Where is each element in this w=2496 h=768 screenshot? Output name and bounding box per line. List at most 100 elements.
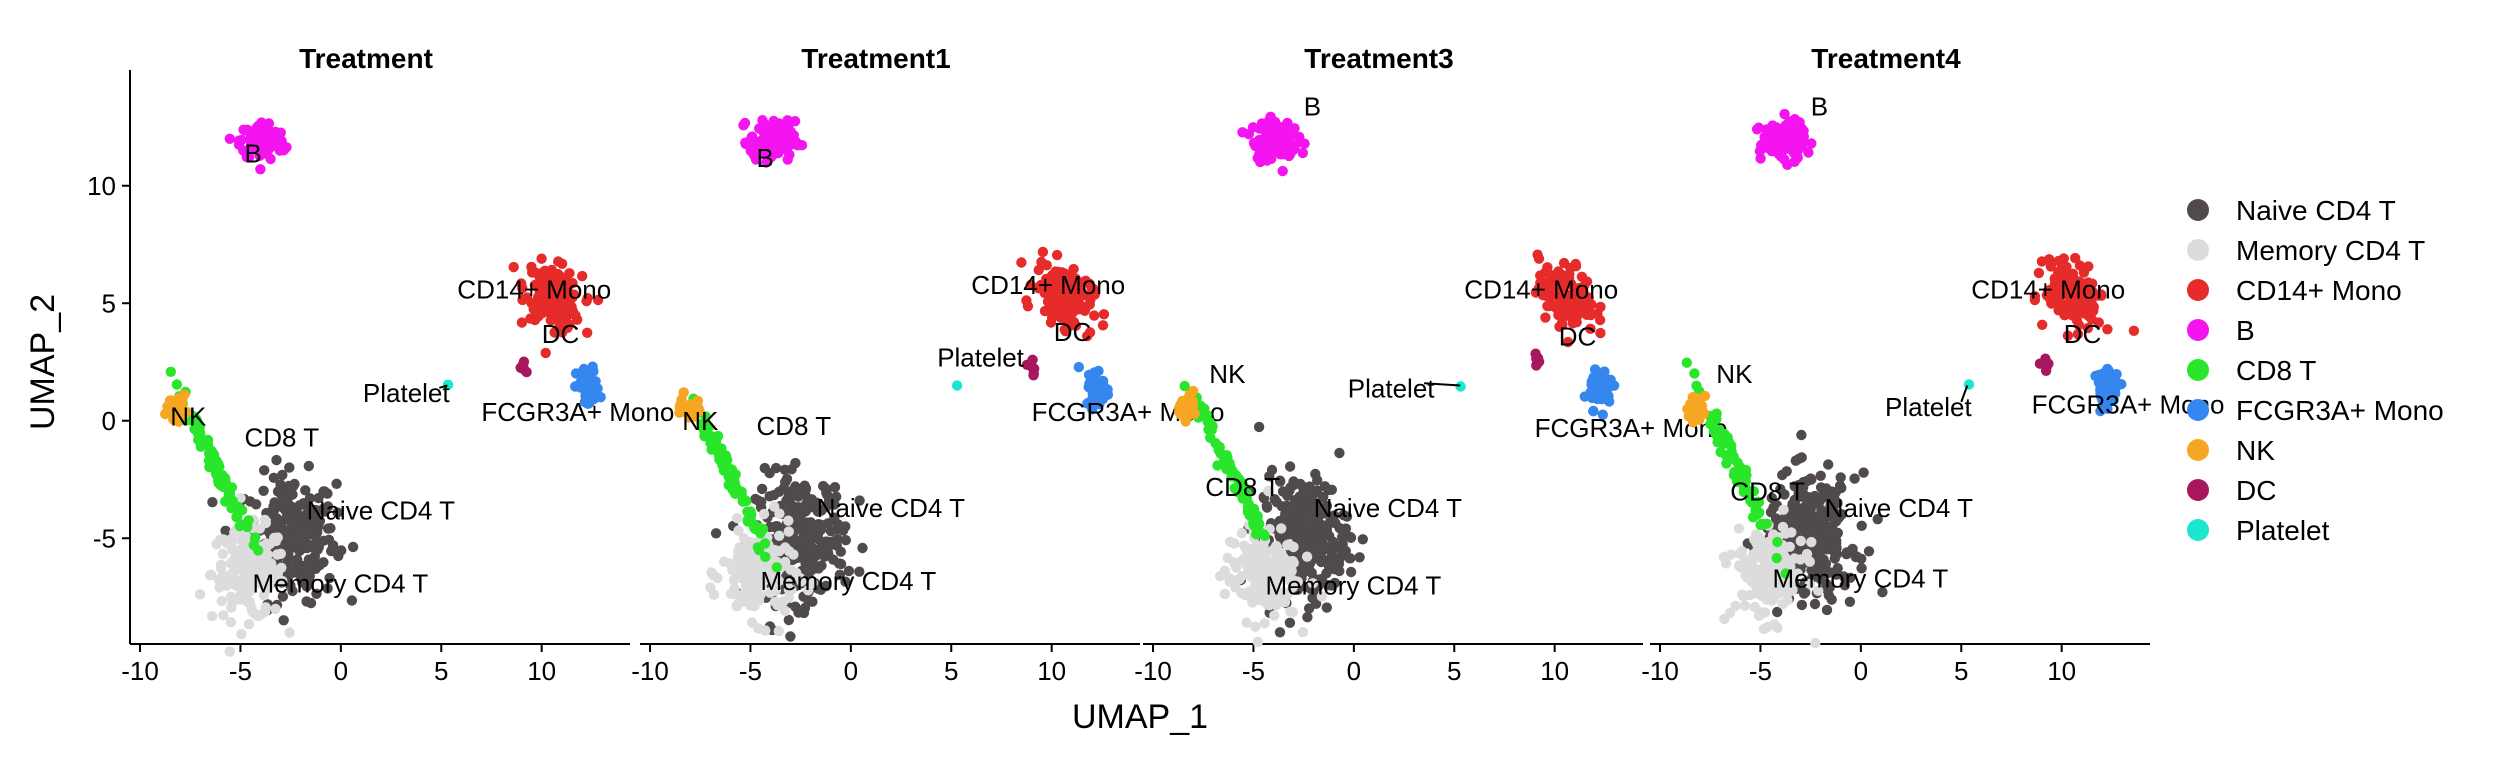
point-b — [1237, 127, 1248, 138]
point-memory-cd4-t — [1224, 536, 1236, 547]
point-naive-cd4-t — [289, 478, 300, 490]
point-memory-cd4-t — [732, 512, 743, 524]
point-platelet — [951, 380, 963, 391]
point-naive-cd4-t — [1321, 525, 1333, 537]
cluster-label: CD14+ Mono — [1464, 275, 1618, 305]
point-naive-cd4-t — [1830, 529, 1841, 540]
point-cd14-mono — [1084, 299, 1095, 310]
point-memory-cd4-t — [228, 554, 240, 565]
point-cd14-mono — [582, 327, 593, 338]
cluster-label: Naive CD4 T — [1825, 493, 1973, 523]
legend-label: CD8 T — [2236, 355, 2316, 386]
point-memory-cd4-t — [243, 619, 255, 630]
point-memory-cd4-t — [1246, 592, 1257, 603]
point-b — [267, 131, 278, 142]
point-memory-cd4-t — [236, 534, 247, 546]
cluster-label: Memory CD4 T — [253, 568, 429, 598]
legend-label: Memory CD4 T — [2236, 235, 2425, 266]
point-naive-cd4-t — [764, 491, 775, 502]
legend-item: FCGR3A+ Mono — [2187, 395, 2444, 426]
point-naive-cd4-t — [322, 583, 333, 594]
y-tick-label: 10 — [87, 171, 116, 201]
point-b — [1784, 116, 1795, 127]
point-naive-cd4-t — [268, 509, 279, 520]
point-b — [1803, 147, 1814, 158]
point-b — [740, 137, 751, 148]
point-memory-cd4-t — [1251, 542, 1263, 553]
point-cd14-mono — [1097, 320, 1109, 331]
point-cd8-t — [224, 488, 236, 499]
point-memory-cd4-t — [1222, 552, 1233, 564]
x-tick-label: 5 — [1954, 656, 1968, 686]
point-naive-cd4-t — [808, 559, 819, 570]
point-memory-cd4-t — [728, 574, 740, 586]
point-memory-cd4-t — [780, 605, 791, 617]
point-memory-cd4-t — [240, 576, 251, 587]
point-cd14-mono — [547, 287, 558, 298]
point-cd14-mono — [534, 272, 546, 283]
point-cd14-mono — [567, 292, 578, 303]
point-naive-cd4-t — [1805, 507, 1816, 519]
point-memory-cd4-t — [247, 606, 258, 617]
point-cd14-mono — [1542, 262, 1553, 273]
legend-item: Naive CD4 T — [2187, 195, 2396, 226]
point-memory-cd4-t — [216, 595, 227, 607]
point-cd8-t — [191, 422, 202, 434]
point-naive-cd4-t — [278, 615, 289, 626]
point-cd14-mono — [1051, 249, 1063, 261]
point-naive-cd4-t — [756, 483, 768, 495]
point-naive-cd4-t — [1796, 429, 1807, 441]
point-cd14-mono — [1022, 301, 1034, 312]
point-cd14-mono — [1039, 305, 1051, 317]
point-cd14-mono — [508, 261, 519, 273]
point-cd14-mono — [556, 310, 567, 321]
point-b — [1254, 149, 1265, 160]
legend-label: DC — [2236, 475, 2276, 506]
point-cd8-t — [717, 452, 728, 463]
cluster-label: B — [245, 138, 262, 168]
point-fcgr3a-mono — [1604, 396, 1615, 407]
cluster-label: Platelet — [363, 378, 450, 408]
point-memory-cd4-t — [1777, 521, 1789, 533]
point-naive-cd4-t — [305, 597, 317, 609]
point-memory-cd4-t — [731, 589, 742, 600]
point-cd14-mono — [1082, 330, 1093, 342]
point-memory-cd4-t — [1269, 610, 1280, 621]
cluster-label: Naive CD4 T — [1314, 493, 1462, 523]
point-cd8-t — [1718, 436, 1730, 447]
point-b — [1294, 131, 1305, 143]
point-naive-cd4-t — [271, 454, 282, 466]
point-cd8-t — [752, 542, 764, 553]
point-naive-cd4-t — [292, 563, 303, 575]
point-naive-cd4-t — [1284, 461, 1296, 472]
point-cd8-t — [232, 511, 243, 522]
cluster-label: CD14+ Mono — [1971, 275, 2125, 305]
cluster-label: CD8 T — [1205, 472, 1280, 502]
point-b — [1254, 123, 1265, 134]
point-naive-cd4-t — [292, 554, 303, 565]
point-memory-cd4-t — [760, 625, 771, 636]
point-naive-cd4-t — [1321, 602, 1333, 613]
point-memory-cd4-t — [1748, 551, 1759, 563]
point-memory-cd4-t — [226, 602, 237, 613]
point-naive-cd4-t — [1821, 604, 1833, 616]
cluster-label: B — [757, 143, 774, 173]
point-cd14-mono — [2036, 256, 2048, 267]
point-cd14-mono — [1060, 326, 1071, 337]
x-tick-label: 10 — [2047, 656, 2076, 686]
legend-swatch — [2187, 479, 2209, 501]
cluster-label: CD8 T — [1730, 477, 1805, 507]
x-tick-label: -10 — [121, 656, 159, 686]
point-naive-cd4-t — [303, 460, 314, 472]
panel-treatment1: Treatment1 -10 -5 0 5 10 B CD14+ Mono DC Platelet… — [631, 43, 1224, 686]
point-memory-cd4-t — [738, 533, 750, 544]
point-naive-cd4-t — [269, 497, 280, 508]
x-tick-label: 10 — [1037, 656, 1066, 686]
point-cd14-mono — [2088, 305, 2099, 317]
cluster-label: Platelet — [1348, 373, 1435, 403]
point-memory-cd4-t — [783, 526, 794, 537]
point-naive-cd4-t — [318, 486, 329, 497]
cluster-label: CD14+ Mono — [457, 275, 611, 305]
point-nk — [1687, 392, 1699, 403]
point-naive-cd4-t — [1849, 473, 1860, 484]
